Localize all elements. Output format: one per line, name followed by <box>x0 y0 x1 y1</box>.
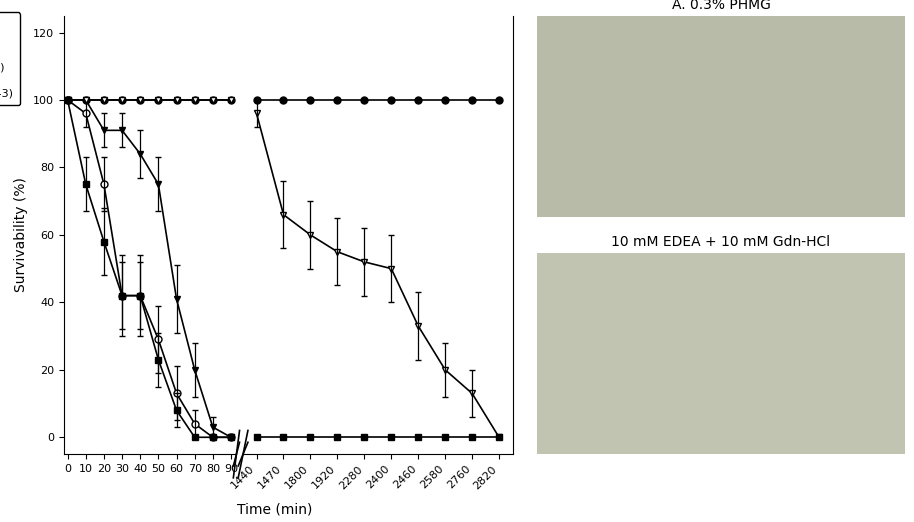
Y-axis label: Survivability (%): Survivability (%) <box>14 177 27 292</box>
Text: Time (min): Time (min) <box>237 503 312 517</box>
Title: A. 0.3% PHMG: A. 0.3% PHMG <box>672 0 771 11</box>
Title: 10 mM EDEA + 10 mM Gdn-HCl: 10 mM EDEA + 10 mM Gdn-HCl <box>611 235 831 249</box>
Legend: Normal (n=20), 0.3% PHMG (n=24), 10 mM EDEA (n= 44), 10 mM Gdn-HCl (n=38), 10 mM: Normal (n=20), 0.3% PHMG (n=24), 10 mM E… <box>0 13 20 105</box>
